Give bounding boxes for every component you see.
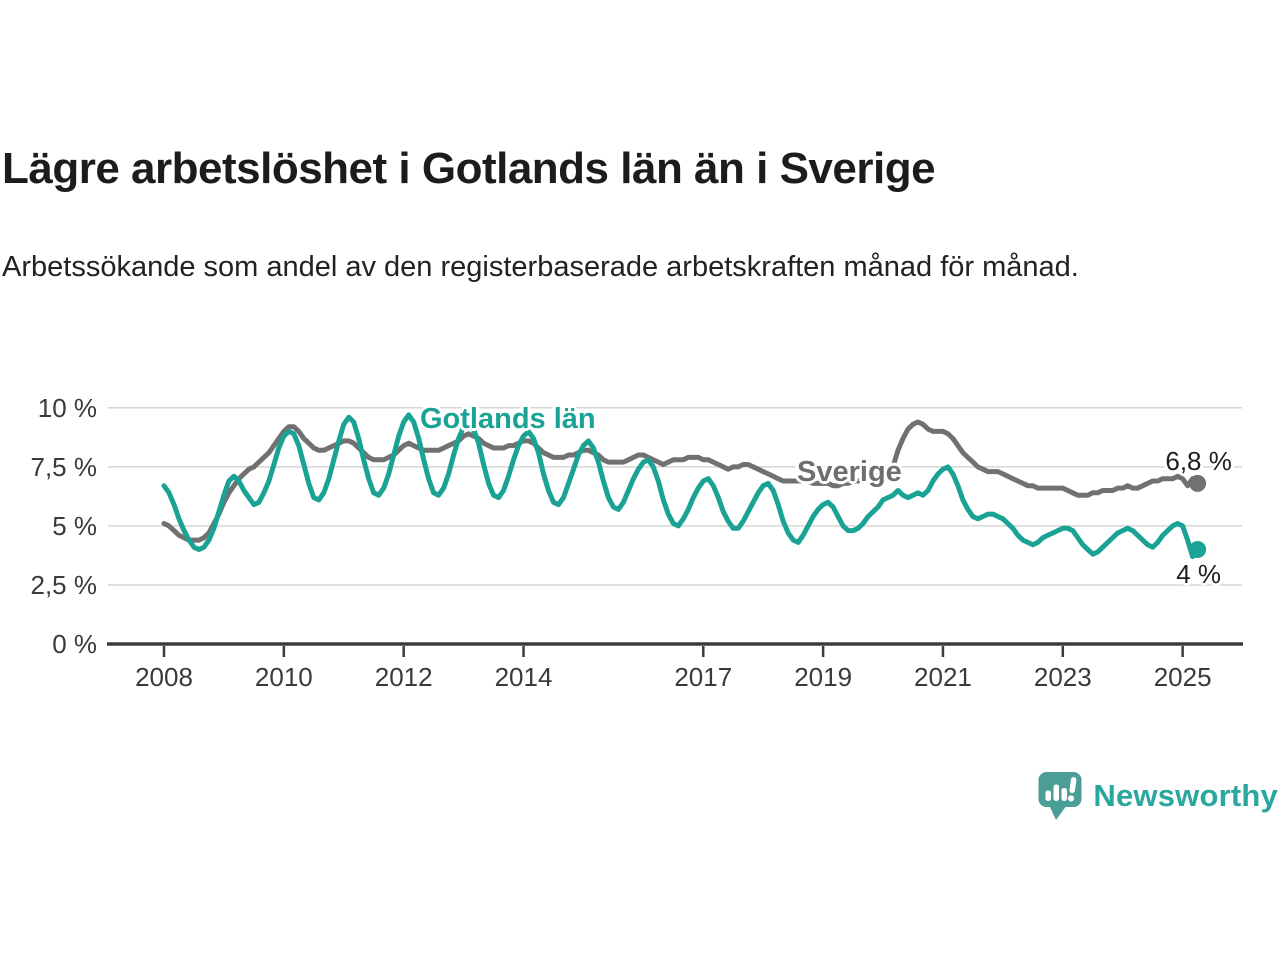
x-axis-tick-label: 2025 (1154, 662, 1212, 692)
x-axis-tick-label: 2010 (255, 662, 313, 692)
end-value-label-gotlands-lan: 4 % (1176, 558, 1222, 589)
page-title: Lägre arbetslöshet i Gotlands län än i S… (2, 144, 936, 193)
series-end-dot-sverige (1189, 474, 1207, 492)
y-axis-tick-label: 10 % (38, 393, 97, 423)
newsworthy-logo-text: Newsworthy (1093, 777, 1278, 813)
end-value-label-sverige: 6,8 % (1165, 446, 1232, 477)
series-label-sverige: Sverige (797, 456, 902, 488)
y-axis-tick-label: 5 % (52, 511, 97, 541)
x-axis-tick-label: 2023 (1034, 662, 1092, 692)
series-label-gotlands-lan: Gotlands län (420, 403, 596, 435)
x-axis-tick-label: 2019 (794, 662, 852, 692)
newsworthy-logo-icon (1038, 772, 1082, 820)
series-line-gotlands-l-n (161, 412, 1201, 560)
x-axis-tick-label: 2008 (135, 662, 193, 692)
y-axis-tick-label: 2,5 % (31, 570, 98, 600)
x-axis-tick-label: 2014 (495, 662, 553, 692)
x-axis-tick-label: 2012 (375, 662, 433, 692)
y-axis-tick-label: 0 % (52, 629, 97, 659)
newsworthy-logo: Newsworthy (1037, 770, 1278, 821)
x-axis-tick-label: 2017 (674, 662, 732, 692)
series-end-dot-gotlands-l-n (1189, 541, 1207, 558)
x-axis-tick-label: 2021 (914, 662, 972, 692)
page-subtitle: Arbetssökande som andel av den registerb… (2, 251, 1079, 283)
y-axis-tick-label: 7,5 % (31, 452, 98, 482)
